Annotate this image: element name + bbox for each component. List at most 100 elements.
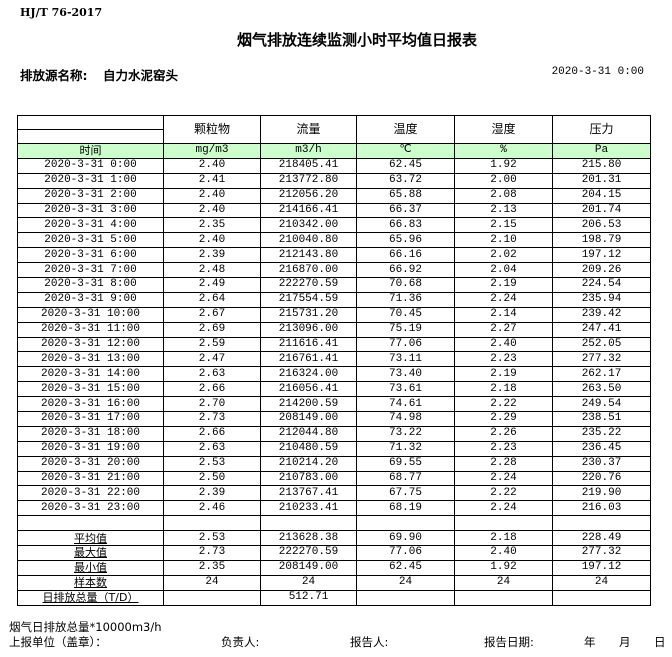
table-row: 2020-3-31 13:00 2.47 216761.41 73.11 2.23 277…: [17, 351, 651, 368]
cell-pressure: 24: [552, 574, 651, 591]
cell-particulate: 2.35: [163, 217, 261, 234]
cell-humidity: 2.00: [454, 172, 553, 189]
cell-flow: 212044.80: [260, 425, 357, 442]
cell-temperature: 65.88: [356, 187, 455, 204]
report-table: 颗粒物 流量 温度 湿度 压力 时间 mg/m3 m3/h ℃ % Pa 202…: [17, 115, 651, 606]
header-blank-cell: [17, 129, 164, 144]
report-title: 烟气排放连续监测小时平均值日报表: [236, 31, 477, 49]
cell-particulate: 2.39: [163, 485, 261, 502]
cell-flow: [260, 515, 357, 532]
cell-flow: 216324.00: [260, 366, 357, 383]
cell-time: 2020-3-31 0:00: [17, 157, 164, 174]
cell-pressure: 277.32: [552, 351, 651, 368]
cell-pressure: 215.80: [552, 157, 651, 174]
cell-particulate: 2.47: [163, 351, 261, 368]
cell-pressure: [552, 589, 651, 606]
cell-flow: 222270.59: [260, 545, 357, 561]
unit-flow: m3/h: [260, 143, 357, 159]
summary-row: 样本数 24 24 24 24 24: [17, 574, 651, 591]
unit-particulate: mg/m3: [163, 143, 261, 159]
summary-label: 平均值: [17, 530, 164, 547]
cell-pressure: 201.74: [552, 202, 651, 219]
cell-temperature: 71.32: [356, 440, 455, 457]
column-header-particulate: 颗粒物: [163, 115, 261, 144]
summary-label: 最大值: [17, 545, 164, 561]
cell-pressure: 236.45: [552, 440, 651, 457]
cell-time: 2020-3-31 18:00: [17, 425, 164, 442]
cell-time: 2020-3-31 15:00: [17, 381, 164, 398]
cell-temperature: 75.19: [356, 321, 455, 338]
table-row: 2020-3-31 22:00 2.39 213767.41 67.75 2.22 219…: [17, 485, 651, 502]
cell-humidity: 2.15: [454, 217, 553, 234]
table-row: 2020-3-31 6:00 2.39 212143.80 66.16 2.02 197.…: [17, 247, 651, 264]
cell-time: 2020-3-31 13:00: [17, 351, 164, 368]
column-header-humidity: 湿度: [454, 115, 553, 144]
cell-temperature: 74.98: [356, 411, 455, 427]
summary-row: 最大值 2.73 222270.59 77.06 2.40 277.32: [17, 545, 651, 561]
cell-time: 2020-3-31 20:00: [17, 455, 164, 472]
cell-particulate: 2.40: [163, 232, 261, 249]
cell-particulate: 2.53: [163, 455, 261, 472]
cell-flow: 210214.20: [260, 455, 357, 472]
cell-temperature: 73.22: [356, 425, 455, 442]
table-row: 2020-3-31 7:00 2.48 216870.00 66.92 2.04 209.…: [17, 262, 651, 279]
cell-time: 2020-3-31 14:00: [17, 366, 164, 383]
cell-time: 2020-3-31 8:00: [17, 277, 164, 293]
cell-particulate: 2.63: [163, 366, 261, 383]
cell-humidity: 2.14: [454, 306, 553, 323]
table-row: 2020-3-31 9:00 2.64 217554.59 71.36 2.24 235.…: [17, 291, 651, 308]
cell-pressure: 247.41: [552, 321, 651, 338]
cell-humidity: 2.22: [454, 485, 553, 502]
cell-humidity: 1.92: [454, 157, 553, 174]
report-datetime: 2020-3-31 0:00: [551, 66, 644, 78]
cell-flow: 24: [260, 574, 357, 591]
cell-particulate: 2.39: [163, 247, 261, 264]
table-row: 2020-3-31 23:00 2.46 210233.41 68.19 2.24 216…: [17, 500, 651, 517]
cell-flow: 512.71: [260, 589, 357, 606]
cell-flow: 210342.00: [260, 217, 357, 234]
cell-humidity: 2.08: [454, 187, 553, 204]
cell-pressure: 262.17: [552, 366, 651, 383]
footer-note: 烟气日排放总量*10000m3/h: [9, 620, 162, 634]
cell-pressure: 249.54: [552, 396, 651, 413]
cell-pressure: 220.76: [552, 470, 651, 487]
day-label: 日: [654, 635, 666, 649]
unit-pressure: Pa: [552, 143, 651, 159]
table-row: 2020-3-31 18:00 2.66 212044.80 73.22 2.26 235…: [17, 425, 651, 442]
cell-humidity: 2.29: [454, 411, 553, 427]
cell-particulate: 2.66: [163, 425, 261, 442]
cell-humidity: 2.28: [454, 455, 553, 472]
cell-temperature: 73.11: [356, 351, 455, 368]
cell-particulate: 2.35: [163, 559, 261, 576]
cell-pressure: 197.12: [552, 559, 651, 576]
cell-particulate: [163, 515, 261, 532]
table-row: 2020-3-31 19:00 2.63 210480.59 71.32 2.23 236…: [17, 440, 651, 457]
header-blank-cell: [17, 115, 164, 130]
cell-time: 2020-3-31 9:00: [17, 291, 164, 308]
cell-humidity: 2.10: [454, 232, 553, 249]
cell-particulate: [163, 589, 261, 606]
cell-temperature: 68.19: [356, 500, 455, 517]
summary-row: 平均值 2.53 213628.38 69.90 2.18 228.49: [17, 530, 651, 547]
table-row: 2020-3-31 0:00 2.40 218405.41 62.45 1.92 215.…: [17, 157, 651, 174]
cell-temperature: 73.40: [356, 366, 455, 383]
cell-particulate: 2.63: [163, 440, 261, 457]
cell-humidity: 24: [454, 574, 553, 591]
cell-particulate: 2.40: [163, 202, 261, 219]
cell-pressure: 198.79: [552, 232, 651, 249]
cell-time: 2020-3-31 21:00: [17, 470, 164, 487]
cell-pressure: 235.94: [552, 291, 651, 308]
cell-humidity: 2.24: [454, 500, 553, 517]
cell-particulate: 2.59: [163, 336, 261, 353]
cell-temperature: [356, 589, 455, 606]
cell-time: 2020-3-31 23:00: [17, 500, 164, 517]
cell-pressure: 224.54: [552, 277, 651, 293]
cell-flow: 214200.59: [260, 396, 357, 413]
cell-time: [17, 515, 164, 532]
cell-flow: 210233.41: [260, 500, 357, 517]
table-row: 2020-3-31 10:00 2.67 215731.20 70.45 2.14 239…: [17, 306, 651, 323]
cell-humidity: 2.40: [454, 336, 553, 353]
header-row: 颗粒物 流量 温度 湿度 压力: [17, 115, 651, 144]
cell-temperature: 68.77: [356, 470, 455, 487]
cell-particulate: 2.40: [163, 157, 261, 174]
